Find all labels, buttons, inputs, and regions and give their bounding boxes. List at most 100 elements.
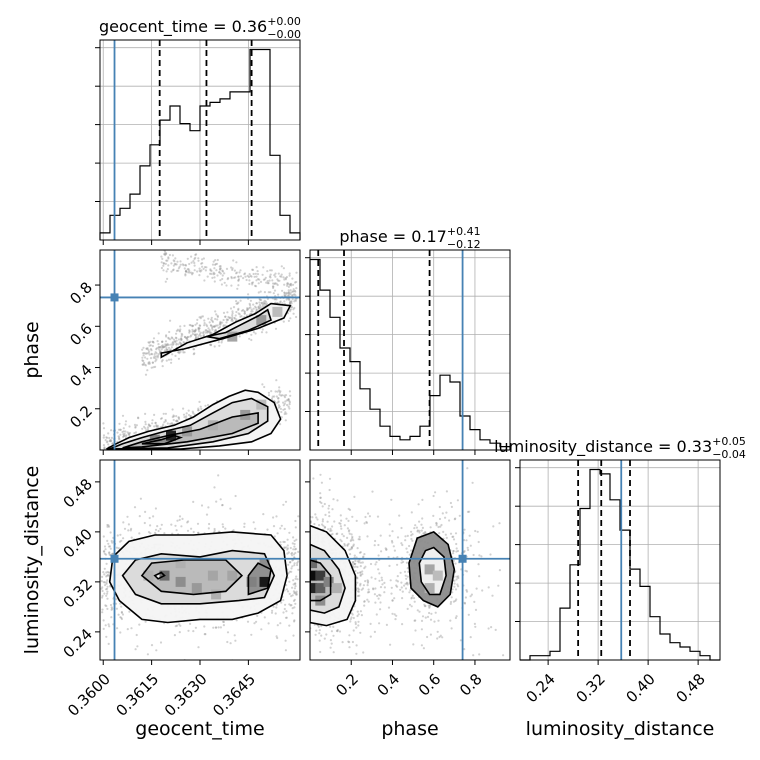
scatter-point <box>213 325 216 328</box>
scatter-point <box>252 272 255 276</box>
scatter-point <box>110 606 113 609</box>
scatter-point <box>164 420 167 423</box>
scatter-point <box>296 578 299 581</box>
scatter-point <box>103 447 106 450</box>
scatter-point <box>332 498 335 501</box>
scatter-point <box>442 530 445 534</box>
scatter-point <box>454 588 458 591</box>
scatter-point <box>179 325 182 328</box>
scatter-point <box>342 535 345 538</box>
scatter-point <box>285 616 288 619</box>
panel-title: phase = 0.17+0.41 −0.12 <box>339 225 480 251</box>
scatter-point <box>352 543 355 546</box>
scatter-point <box>235 272 238 275</box>
scatter-point <box>180 525 183 528</box>
scatter-point <box>206 330 209 333</box>
scatter-point <box>232 259 235 262</box>
scatter-point <box>144 620 147 623</box>
scatter-point <box>383 586 386 589</box>
scatter-point <box>222 325 225 328</box>
title-main: phase = 0.17 <box>339 227 446 246</box>
scatter-point <box>214 329 217 333</box>
scatter-point <box>283 300 286 303</box>
scatter-point <box>163 421 166 424</box>
scatter-point <box>339 514 342 517</box>
scatter-point <box>122 427 125 430</box>
scatter-point <box>293 587 296 590</box>
scatter-point <box>283 294 286 297</box>
scatter-point <box>410 596 413 599</box>
scatter-point <box>335 629 339 633</box>
scatter-point <box>293 545 296 548</box>
scatter-point <box>110 440 113 443</box>
scatter-point <box>403 570 407 573</box>
scatter-point <box>117 456 119 458</box>
scatter-point <box>311 516 314 519</box>
scatter-point <box>104 624 107 627</box>
scatter-point <box>416 529 419 532</box>
scatter-point <box>487 586 490 589</box>
scatter-point <box>187 335 190 339</box>
scatter-point <box>290 567 293 570</box>
scatter-point <box>154 528 158 531</box>
scatter-point <box>317 625 320 629</box>
scatter-point <box>293 293 296 296</box>
scatter-point <box>432 514 435 518</box>
scatter-point <box>498 569 501 572</box>
scatter-point <box>240 309 244 312</box>
scatter-point <box>105 588 108 591</box>
scatter-point <box>106 440 109 443</box>
scatter-point <box>200 504 204 507</box>
scatter-point <box>391 530 394 533</box>
scatter-point <box>197 257 200 260</box>
scatter-point <box>213 325 216 328</box>
scatter-point <box>243 273 246 276</box>
scatter-point <box>259 306 262 310</box>
scatter-point <box>144 427 147 430</box>
scatter-point <box>154 421 157 424</box>
scatter-point <box>133 506 137 509</box>
scatter-point <box>408 603 412 606</box>
scatter-point <box>182 413 186 416</box>
scatter-point <box>336 630 339 633</box>
x-axis-label: phase <box>381 718 438 740</box>
scatter-point <box>205 266 208 269</box>
density-cell <box>211 589 222 600</box>
scatter-point <box>237 279 240 282</box>
scatter-point <box>164 340 168 343</box>
scatter-point <box>194 328 197 331</box>
scatter-point <box>359 610 362 613</box>
scatter-point <box>127 523 130 526</box>
scatter-point <box>370 666 372 668</box>
scatter-point <box>186 521 189 524</box>
contour-line <box>122 411 259 449</box>
scatter-point <box>467 613 470 616</box>
scatter-point <box>292 579 295 582</box>
y-tick-label: 0.32 <box>60 575 96 611</box>
scatter-point <box>395 614 398 617</box>
scatter-point <box>165 344 168 347</box>
scatter-point <box>321 520 324 523</box>
scatter-point <box>288 603 291 606</box>
scatter-point <box>191 328 194 331</box>
scatter-point <box>198 324 201 327</box>
scatter-point <box>174 340 177 343</box>
scatter-point <box>178 631 181 634</box>
scatter-point <box>268 279 271 282</box>
density-cell <box>424 583 435 594</box>
scatter-point <box>271 279 274 282</box>
scatter-point <box>159 346 162 349</box>
scatter-point <box>192 500 195 503</box>
scatter-point <box>295 271 298 274</box>
scatter-point <box>286 281 289 285</box>
scatter-point <box>356 610 359 613</box>
scatter-point <box>392 545 395 548</box>
scatter-point <box>261 383 264 386</box>
scatter-point <box>213 529 216 532</box>
scatter-point <box>321 505 324 508</box>
scatter-point <box>251 281 255 284</box>
scatter-point <box>124 430 127 433</box>
scatter-point <box>430 612 433 615</box>
scatter-point <box>410 549 413 552</box>
scatter-point <box>285 298 288 301</box>
